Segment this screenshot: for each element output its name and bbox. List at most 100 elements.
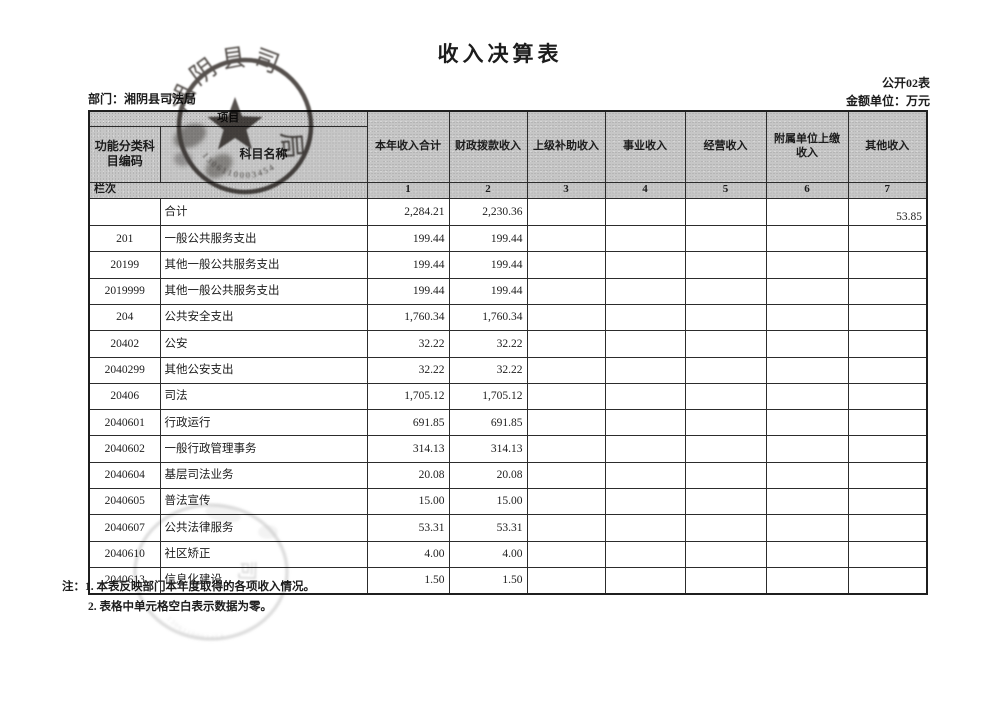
department-label: 部门：湘阴县司法局 — [88, 92, 197, 106]
row-value-other — [847, 330, 928, 358]
row-value-fiscal: 691.85 — [448, 409, 528, 437]
table-row: 2040604 基层司法业务 20.08 20.08 — [88, 461, 928, 490]
row-subject-name: 其他一般公共服务支出 — [159, 251, 368, 279]
row-value-fiscal: 53.31 — [448, 514, 528, 542]
row-value-subsidy — [526, 514, 606, 542]
faint-seal-serial: 1306110003454 — [165, 615, 224, 642]
row-subject-name: 其他公安支出 — [159, 356, 368, 384]
column-header-other: 其他收入 — [847, 110, 928, 183]
column-number-5: 5 — [684, 181, 767, 199]
row-value-total: 4.00 — [366, 540, 450, 568]
row-value-total: 32.22 — [366, 330, 450, 358]
row-value-subsidy — [526, 251, 606, 279]
row-value-operating — [684, 461, 767, 490]
seal-right-char: 局 — [275, 131, 307, 160]
row-value-affiliated — [765, 225, 849, 253]
table-row: 2040602 一般行政管理事务 314.13 314.13 — [88, 435, 928, 463]
row-value-subsidy — [526, 356, 606, 384]
row-value-operating — [684, 514, 767, 542]
table-row: 204 公共安全支出 1,760.34 1,760.34 — [88, 303, 928, 332]
row-value-total: 1,760.34 — [366, 303, 450, 332]
row-value-affiliated — [765, 197, 849, 227]
row-value-total: 1,705.12 — [366, 382, 450, 411]
table-row: 20402 公安 32.22 32.22 — [88, 330, 928, 358]
unit-label: 金额单位：万元 — [845, 94, 930, 108]
row-value-operating — [684, 382, 767, 411]
row-value-career — [604, 225, 686, 253]
page-title: 收入决算表 — [437, 42, 563, 66]
row-value-total: 199.44 — [366, 251, 450, 279]
seal-star-icon — [207, 97, 263, 150]
notes: 注：1. 本表反映部门本年度取得的各项收入情况。 2. 表格中单元格空白表示数据… — [62, 577, 315, 617]
row-value-fiscal: 314.13 — [448, 435, 528, 463]
row-value-subsidy — [526, 488, 606, 516]
row-value-total: 15.00 — [366, 488, 450, 516]
row-code: 20402 — [88, 330, 161, 358]
row-value-subsidy — [526, 197, 606, 227]
row-code: 204 — [88, 303, 161, 332]
table-row: 20406 司法 1,705.12 1,705.12 — [88, 382, 928, 411]
row-value-total: 20.08 — [366, 461, 450, 490]
row-subject-name: 基层司法业务 — [159, 461, 368, 490]
column-header-career: 事业收入 — [604, 110, 686, 183]
row-value-total: 199.44 — [366, 277, 450, 305]
row-value-career — [604, 330, 686, 358]
header-code: 功能分类科目编码 — [88, 125, 161, 183]
row-value-career — [604, 197, 686, 227]
column-header-fiscal: 财政拨款收入 — [448, 110, 528, 183]
row-code: 201 — [88, 225, 161, 253]
row-value-affiliated — [765, 382, 849, 411]
table-row: 2040607 公共法律服务 53.31 53.31 — [88, 514, 928, 542]
row-value-operating — [684, 488, 767, 516]
note-line-1: 注：1. 本表反映部门本年度取得的各项收入情况。 — [62, 581, 315, 593]
row-subject-name: 其他一般公共服务支出 — [159, 277, 368, 305]
row-value-other — [847, 382, 928, 411]
row-value-total: 32.22 — [366, 356, 450, 384]
column-header-operating: 经营收入 — [684, 110, 767, 183]
row-value-other — [847, 540, 928, 568]
row-code: 2019999 — [88, 277, 161, 305]
row-value-fiscal: 20.08 — [448, 461, 528, 490]
row-value-fiscal: 199.44 — [448, 225, 528, 253]
table-row: 2040601 行政运行 691.85 691.85 — [88, 409, 928, 437]
row-code: 2040610 — [88, 540, 161, 568]
row-value-fiscal: 1,760.34 — [448, 303, 528, 332]
faint-seal-circle — [133, 503, 289, 641]
row-value-total: 314.13 — [366, 435, 450, 463]
row-value-subsidy — [526, 540, 606, 568]
table-row: 20199 其他一般公共服务支出 199.44 199.44 — [88, 251, 928, 279]
row-value-operating — [684, 303, 767, 332]
faint-seal-glyph: 司 — [235, 560, 260, 582]
column-number-7: 7 — [847, 181, 928, 199]
row-value-subsidy — [526, 225, 606, 253]
row-subject-name: 一般公共服务支出 — [159, 225, 368, 253]
row-code: 2040602 — [88, 435, 161, 463]
row-value-other — [847, 461, 928, 490]
table-row: 2040299 其他公安支出 32.22 32.22 — [88, 356, 928, 384]
row-value-other: 53.85 — [847, 197, 928, 227]
row-subject-name: 信息化建设 — [159, 566, 368, 595]
row-value-fiscal: 4.00 — [448, 540, 528, 568]
row-value-career — [604, 540, 686, 568]
public-table-code: 公开02表 — [881, 76, 930, 90]
row-value-other — [847, 251, 928, 279]
income-table: 项目 本年收入合计 财政拨款收入 上级补助收入 事业收入 经营收入 附属单位上缴… — [88, 110, 928, 596]
column-header-total: 本年收入合计 — [366, 110, 450, 183]
row-value-affiliated — [765, 356, 849, 384]
row-value-affiliated — [765, 330, 849, 358]
row-value-operating — [684, 197, 767, 227]
note-line-2: 2. 表格中单元格空白表示数据为零。 — [88, 601, 272, 613]
row-value-operating — [684, 540, 767, 568]
row-value-subsidy — [526, 409, 606, 437]
row-code: 2040604 — [88, 461, 161, 490]
seal-circle — [176, 57, 314, 195]
row-subject-name: 社区矫正 — [159, 540, 368, 568]
row-subject-name: 公安 — [159, 330, 368, 358]
row-subject-name: 合计 — [159, 197, 368, 227]
row-subject-name: 行政运行 — [159, 409, 368, 437]
column-number-2: 2 — [448, 181, 528, 199]
row-value-affiliated — [765, 566, 849, 595]
row-subject-name: 普法宣传 — [159, 488, 368, 516]
row-value-career — [604, 382, 686, 411]
